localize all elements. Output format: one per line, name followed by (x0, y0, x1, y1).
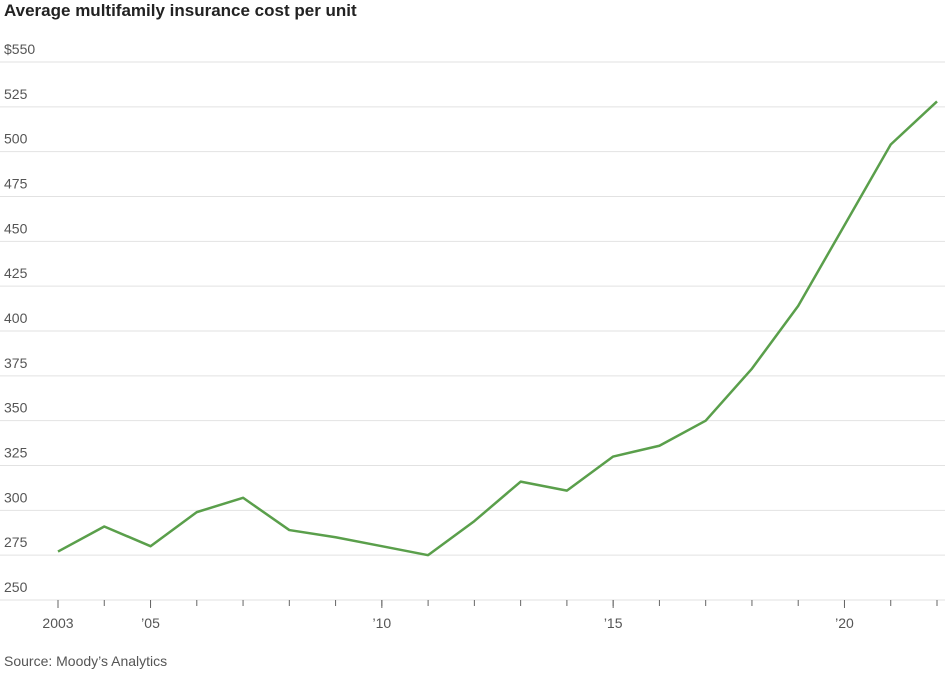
y-tick-label: 325 (4, 445, 28, 461)
y-tick-label: 250 (4, 579, 28, 595)
x-tick-label: ’10 (372, 615, 391, 631)
y-tick-label: 400 (4, 310, 28, 326)
y-tick-label: 275 (4, 534, 28, 550)
y-tick-label: 375 (4, 355, 28, 371)
y-tick-label: 475 (4, 176, 28, 192)
y-tick-label: 450 (4, 220, 28, 236)
x-tick-label: ’20 (835, 615, 854, 631)
y-tick-label: 525 (4, 86, 28, 102)
data-line (57, 100, 938, 557)
source: Source: Moody’s Analytics (4, 653, 167, 669)
chart-title: Average multifamily insurance cost per u… (4, 1, 357, 20)
y-tick-label: $550 (4, 41, 35, 57)
y-tick-label: 425 (4, 265, 28, 281)
y-tick-label: 300 (4, 489, 28, 505)
y-tick-label: 500 (4, 131, 28, 147)
y-tick-label: 350 (4, 400, 28, 416)
x-tick-label: ’15 (604, 615, 623, 631)
x-tick-label: 2003 (42, 615, 73, 631)
x-tick-label: ’05 (141, 615, 160, 631)
